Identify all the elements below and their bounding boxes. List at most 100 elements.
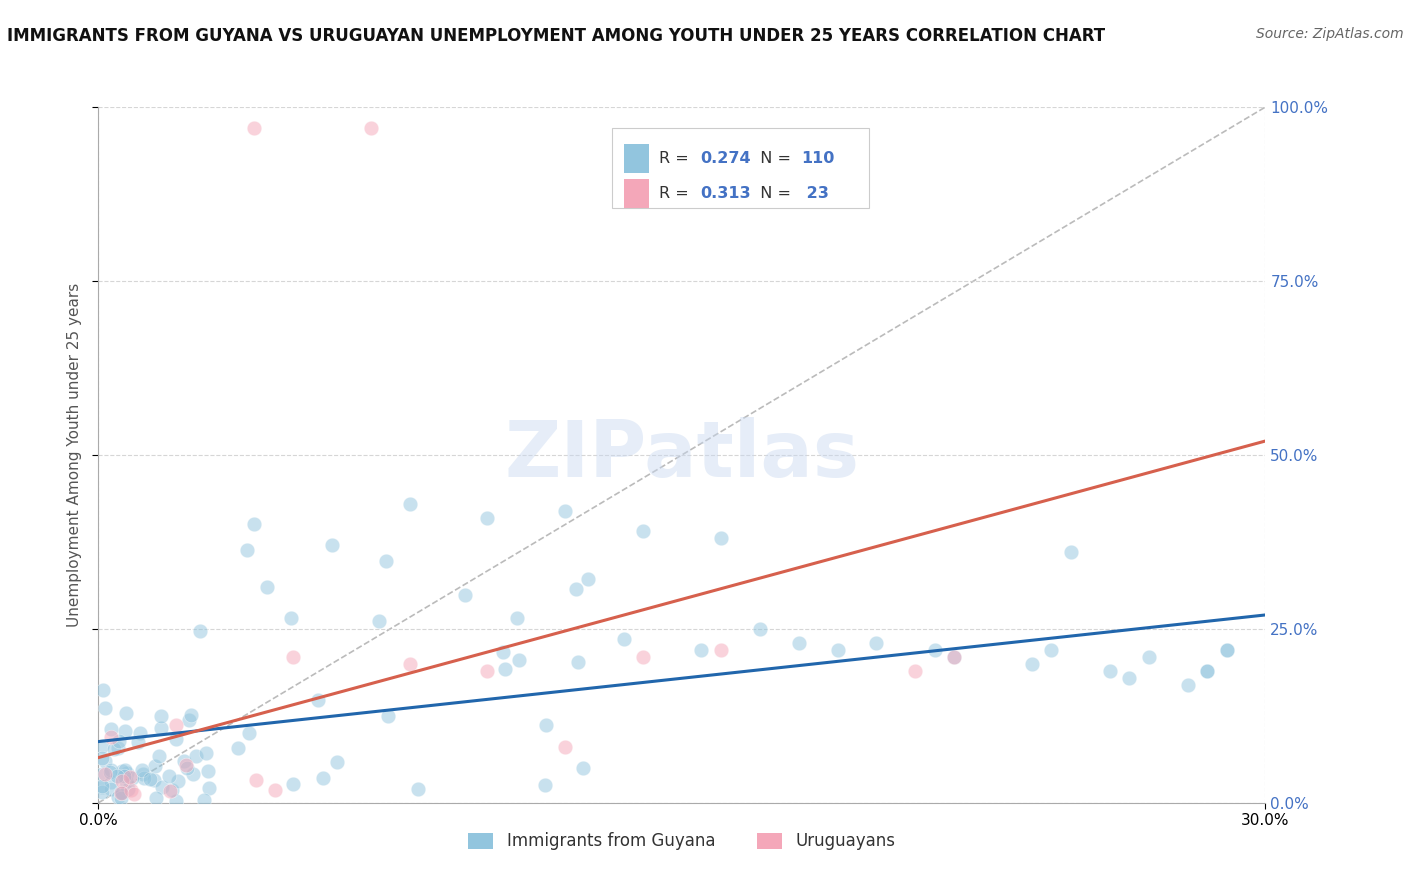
Point — [91, 683, 114, 698]
Point — [122, 788, 145, 802]
Point — [110, 791, 132, 805]
Point — [454, 589, 477, 603]
Point — [554, 503, 576, 517]
Point — [91, 785, 114, 799]
Point — [160, 782, 183, 797]
Point — [188, 624, 211, 638]
Point — [145, 791, 167, 805]
Point — [943, 649, 966, 664]
Point — [631, 649, 654, 664]
Point — [143, 772, 166, 787]
Text: 110: 110 — [801, 151, 834, 166]
Point — [195, 746, 218, 760]
Point — [494, 662, 516, 676]
Point — [132, 767, 155, 781]
Point — [398, 497, 420, 511]
Point — [368, 614, 391, 628]
Point — [107, 790, 129, 805]
Point — [91, 767, 114, 781]
Point — [143, 759, 166, 773]
Point — [326, 755, 349, 769]
Bar — [624, 144, 650, 173]
Point — [110, 786, 132, 800]
Point — [173, 754, 195, 768]
Point — [508, 653, 530, 667]
Point — [100, 775, 122, 789]
Point — [408, 781, 430, 796]
Point — [150, 780, 173, 794]
Point — [107, 733, 129, 747]
Point — [398, 657, 420, 671]
Point — [631, 524, 654, 539]
Text: 23: 23 — [801, 186, 828, 201]
Point — [165, 794, 187, 808]
Point — [613, 632, 636, 646]
Point — [98, 765, 121, 780]
Point — [149, 721, 172, 735]
Point — [536, 718, 558, 732]
Point — [280, 610, 302, 624]
Point — [924, 642, 946, 657]
Point — [1060, 545, 1083, 559]
Point — [132, 771, 155, 785]
Point — [120, 783, 142, 797]
Text: N =: N = — [749, 151, 796, 166]
Text: R =: R = — [658, 151, 693, 166]
Point — [572, 761, 595, 775]
Point — [1215, 642, 1237, 657]
Point — [165, 718, 187, 732]
Y-axis label: Unemployment Among Youth under 25 years: Unemployment Among Youth under 25 years — [66, 283, 82, 627]
Point — [120, 770, 142, 784]
Point — [129, 726, 152, 740]
Point — [131, 763, 153, 777]
Point — [94, 754, 117, 768]
Point — [1195, 664, 1218, 678]
Text: IMMIGRANTS FROM GUYANA VS URUGUAYAN UNEMPLOYMENT AMONG YOUTH UNDER 25 YEARS CORR: IMMIGRANTS FROM GUYANA VS URUGUAYAN UNEM… — [7, 27, 1105, 45]
Point — [184, 748, 207, 763]
Point — [787, 636, 810, 650]
Point — [103, 742, 125, 756]
Point — [176, 761, 198, 775]
Point — [114, 724, 136, 739]
Point — [491, 644, 513, 658]
Text: N =: N = — [749, 186, 796, 201]
Point — [827, 642, 849, 657]
Point — [115, 766, 138, 780]
Point — [1195, 664, 1218, 678]
Legend: Immigrants from Guyana, Uruguayans: Immigrants from Guyana, Uruguayans — [461, 826, 903, 857]
Point — [100, 781, 122, 796]
Point — [91, 780, 114, 794]
Point — [243, 120, 266, 135]
Point — [377, 708, 399, 723]
Point — [281, 777, 304, 791]
Point — [256, 580, 278, 594]
Point — [576, 572, 599, 586]
Text: Source: ZipAtlas.com: Source: ZipAtlas.com — [1256, 27, 1403, 41]
Point — [321, 538, 343, 552]
Point — [197, 764, 219, 779]
Point — [360, 120, 382, 135]
Point — [150, 708, 173, 723]
Point — [1215, 642, 1237, 657]
Point — [110, 786, 132, 800]
Point — [943, 649, 966, 664]
Point — [312, 771, 335, 785]
Point — [91, 779, 114, 793]
Point — [112, 769, 135, 783]
Point — [91, 751, 114, 765]
Point — [159, 784, 181, 798]
Point — [100, 722, 122, 736]
Point — [710, 532, 733, 546]
Point — [567, 655, 589, 669]
Point — [165, 731, 187, 746]
Point — [236, 543, 259, 558]
Point — [243, 517, 266, 532]
Point — [94, 767, 117, 781]
Point — [565, 582, 588, 596]
Point — [111, 764, 134, 779]
Point — [181, 767, 204, 781]
Text: 0.313: 0.313 — [700, 186, 751, 201]
Point — [107, 769, 129, 783]
Point — [91, 739, 114, 753]
Point — [100, 730, 122, 744]
